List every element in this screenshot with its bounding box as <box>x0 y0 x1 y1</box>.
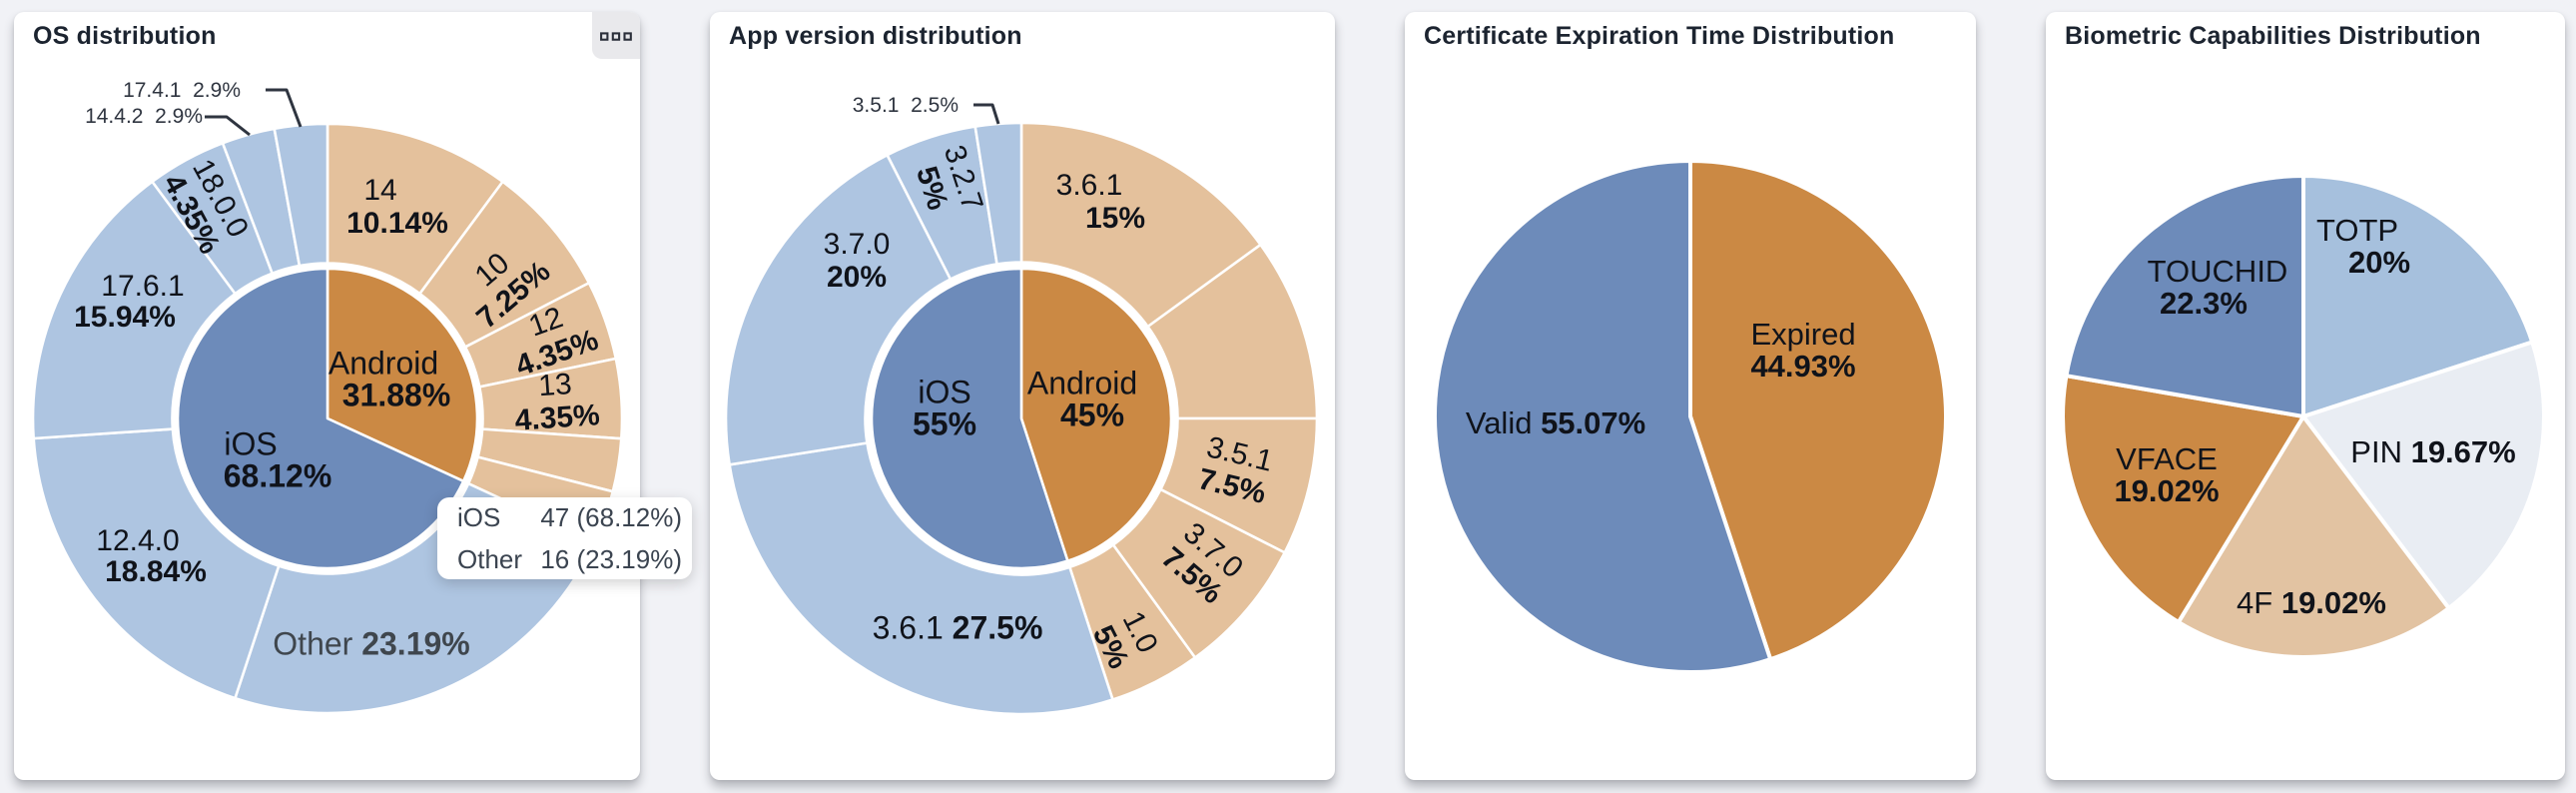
svg-text:31.88%: 31.88% <box>342 377 451 412</box>
svg-text:44.93%: 44.93% <box>1750 349 1855 384</box>
svg-text:22.3%: 22.3% <box>2160 286 2248 321</box>
svg-text:18.84%: 18.84% <box>105 555 207 588</box>
svg-text:TOTP: TOTP <box>2316 213 2398 248</box>
svg-text:14.4.2 2.9%: 14.4.2 2.9% <box>85 105 203 128</box>
svg-text:Expired: Expired <box>1750 317 1855 352</box>
svg-text:3.6.1 27.5%: 3.6.1 27.5% <box>873 609 1043 645</box>
svg-text:Android: Android <box>328 345 438 381</box>
svg-text:17.4.1 2.9%: 17.4.1 2.9% <box>123 79 241 102</box>
svg-text:4.35%: 4.35% <box>514 398 601 437</box>
svg-text:12.4.0: 12.4.0 <box>96 524 179 557</box>
svg-text:3.7.0: 3.7.0 <box>824 228 891 261</box>
svg-text:PIN 19.67%: PIN 19.67% <box>2350 434 2515 469</box>
svg-text:4F 19.02%: 4F 19.02% <box>2237 585 2386 620</box>
svg-text:14: 14 <box>363 174 396 207</box>
svg-text:Android: Android <box>1027 365 1137 400</box>
svg-text:45%: 45% <box>1060 396 1124 432</box>
svg-text:10.14%: 10.14% <box>346 207 448 240</box>
svg-text:19.02%: 19.02% <box>2114 473 2219 508</box>
svg-text:20%: 20% <box>2348 245 2410 280</box>
svg-text:Other 23.19%: Other 23.19% <box>273 625 469 661</box>
svg-text:3.5.1 2.5%: 3.5.1 2.5% <box>853 94 959 117</box>
svg-text:68.12%: 68.12% <box>224 457 332 493</box>
svg-text:VFACE: VFACE <box>2116 441 2218 476</box>
svg-text:Valid 55.07%: Valid 55.07% <box>1466 405 1645 440</box>
svg-text:15.94%: 15.94% <box>74 301 176 334</box>
svg-text:13: 13 <box>537 368 573 402</box>
svg-text:TOUCHID: TOUCHID <box>2148 254 2288 289</box>
svg-text:20%: 20% <box>827 261 887 294</box>
svg-text:55%: 55% <box>913 405 976 441</box>
svg-text:17.6.1: 17.6.1 <box>101 270 184 303</box>
svg-text:3.6.1: 3.6.1 <box>1056 169 1123 202</box>
svg-text:15%: 15% <box>1085 202 1145 235</box>
svg-text:iOS: iOS <box>918 374 970 409</box>
svg-text:iOS: iOS <box>224 425 277 461</box>
